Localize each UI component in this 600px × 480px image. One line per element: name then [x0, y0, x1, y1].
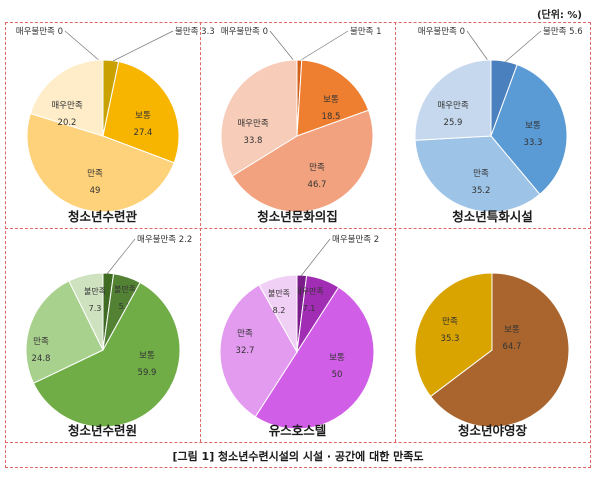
pie-slice: [258, 274, 298, 354]
pie-slice: [29, 59, 104, 137]
slice-label-outside: 불만족 3.3: [175, 26, 215, 37]
pie-slice: [32, 281, 181, 428]
grid-line-col1: [200, 22, 201, 442]
slice-label: 매우만족: [294, 287, 323, 296]
slice-label-outside: 매우불만족 2: [332, 234, 379, 245]
slice-label-outside: 매우불만족 0: [418, 26, 465, 37]
slice-label: 만족: [33, 337, 49, 347]
slice-value: 24.8: [32, 354, 51, 364]
leader-line: [300, 30, 349, 61]
slice-label: 만족: [87, 169, 103, 179]
pie-slice: [220, 59, 298, 177]
grid-line-left: [5, 22, 6, 468]
slice-label: 만족: [237, 329, 253, 339]
pie-slice: [414, 272, 493, 398]
slice-label-outside: 매우불만족 0: [16, 26, 63, 37]
grid-line-caption-bottom: [5, 467, 591, 468]
slice-label-outside: 매우불만족 2.2: [137, 234, 192, 245]
leader-line: [504, 30, 542, 63]
slice-value: 20.2: [58, 118, 77, 128]
unit-label: (단위: %): [536, 10, 582, 21]
pie-slice: [102, 61, 180, 164]
chart-title: 청소년수련원: [67, 423, 137, 438]
slice-value: 46.7: [308, 180, 327, 190]
grid-line-col2: [395, 22, 396, 442]
slice-value: 5.8: [119, 302, 132, 311]
pie-slice: [429, 272, 570, 428]
chart-title: 청소년수련관: [67, 209, 137, 224]
leader-line: [106, 238, 136, 275]
pie-chart-youth-hostel: 매우불만족 2 매우만족 7.1 보통 50 만족 32.7 불만족 8.2 유스호스텔: [200, 228, 395, 442]
slice-label: 보통: [525, 121, 541, 131]
leader-line: [300, 238, 331, 277]
slice-label: 보통: [139, 351, 155, 361]
pie-chart-youth-training-institute: 매우불만족 2.2 불만족 5.8 보통 59.9 만족 24.8 불만족 7.3 청소년수련원: [5, 228, 200, 442]
slice-label: 매우만족: [437, 101, 468, 111]
pie-slice: [296, 59, 370, 137]
slice-label: 만족: [309, 163, 325, 173]
slice-label-outside: 매우불만족 0: [221, 26, 268, 37]
slice-value: 8.2: [273, 306, 286, 315]
slice-label: 매우만족: [237, 119, 268, 129]
pie-slice: [231, 109, 374, 213]
pie-slice: [490, 64, 568, 195]
slice-value: 64.7: [503, 342, 522, 352]
slice-label: 만족: [473, 169, 489, 179]
pie-slice: [25, 280, 104, 384]
leader-line: [269, 30, 296, 63]
chart-grid: 매우불만족 0 불만족 3.3 보통 27.4 만족 49 매우만족 20.2 청소년수련관 …: [5, 22, 591, 468]
chart-title: 청소년문화의집: [257, 209, 338, 224]
pie-slice: [26, 112, 175, 213]
slice-value: 33.8: [244, 136, 263, 146]
grid-line-middle: [5, 228, 591, 229]
grid-line-top: [5, 22, 591, 23]
pie-chart-youth-culture-house: 매우불만족 0 불만족 1 보통 18.5 만족 46.7 매우만족 33.8 청소년문화의집: [200, 22, 395, 228]
grid-line-bottom: [5, 442, 591, 443]
pie-chart-youth-training-center: 매우불만족 0 불만족 3.3 보통 27.4 만족 49 매우만족 20.2 청소년수련관: [5, 22, 215, 228]
slice-value: 18.5: [322, 112, 341, 122]
slice-label: 보통: [323, 95, 339, 105]
slice-label: 보통: [504, 325, 520, 335]
slice-value: 33.3: [524, 138, 543, 148]
slice-value: 50: [332, 370, 343, 380]
leader-line: [112, 30, 174, 62]
pie-chart-youth-campsite: 보통 64.7 만족 35.3 청소년야영장: [395, 228, 590, 442]
pie-chart-youth-special-facility: 매우불만족 0 불만족 5.6 보통 33.3 만족 35.2 매우만족 25.9 청소년특화…: [395, 22, 590, 228]
slice-value: 35.3: [441, 334, 460, 344]
pie-slice: [254, 286, 375, 430]
slice-label: 만족: [442, 317, 458, 327]
slice-value: 7.3: [89, 304, 102, 313]
slice-value: 25.9: [444, 118, 463, 128]
slice-label: 불만족: [84, 286, 106, 296]
leader-line: [64, 30, 102, 63]
slice-value: 27.4: [134, 128, 153, 138]
pie-slice: [68, 272, 104, 351]
leader-line: [466, 30, 490, 63]
slice-value: 7.1: [303, 304, 316, 313]
slice-label: 보통: [135, 111, 151, 121]
pie-slice: [414, 135, 541, 213]
grid-line-right: [590, 22, 591, 468]
figure-caption: [그림 1] 청소년수련시설의 시설 · 공간에 대한 만족도: [172, 450, 424, 463]
slice-label: 불만족: [268, 288, 290, 298]
slice-label: 매우만족: [51, 101, 82, 111]
slice-label: 보통: [329, 353, 345, 363]
chart-title: 청소년야영장: [457, 423, 527, 438]
slice-label-outside: 불만족 1: [350, 26, 382, 37]
slice-value: 32.7: [236, 346, 255, 356]
slice-value: 35.2: [472, 186, 491, 196]
slice-label-outside: 불만족 5.6: [543, 26, 583, 37]
chart-title: 유스호스텔: [268, 423, 327, 438]
slice-value: 59.9: [138, 368, 157, 378]
slice-label: 불만족: [114, 284, 136, 294]
pie-slice: [219, 284, 298, 418]
chart-title: 청소년특화시설: [452, 209, 533, 224]
slice-value: 49: [90, 186, 101, 196]
pie-slice: [414, 59, 492, 141]
